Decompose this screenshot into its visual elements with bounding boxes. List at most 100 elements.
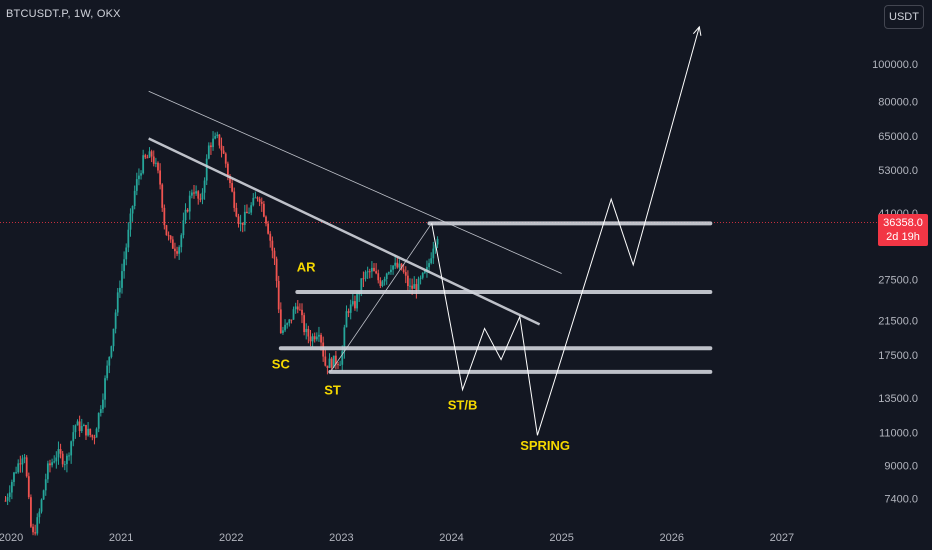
candle-body <box>165 225 168 236</box>
candle-body <box>91 434 94 438</box>
candle-body <box>15 472 17 474</box>
candle-body <box>32 526 34 533</box>
candle-body <box>195 191 198 194</box>
candle-body <box>262 203 265 217</box>
x-tick-label: 2025 <box>549 532 573 544</box>
y-tick-label: 13500.0 <box>878 393 918 405</box>
candle-body <box>99 409 102 414</box>
candle-body <box>23 457 26 459</box>
candle-body <box>169 235 172 240</box>
candle-body <box>44 479 47 491</box>
trendline <box>330 223 433 373</box>
candle-body <box>203 180 206 193</box>
candle-body <box>343 327 346 352</box>
candle-body <box>108 356 111 366</box>
x-tick-label: 2020 <box>0 532 23 544</box>
candle-body <box>400 263 403 270</box>
candle-body <box>19 463 22 465</box>
candle-body <box>133 190 136 207</box>
candle-body <box>413 284 416 289</box>
candle-body <box>233 191 236 208</box>
candle-body <box>229 175 231 184</box>
candle-body <box>199 198 202 200</box>
x-tick-label: 2027 <box>770 532 794 544</box>
candle-body <box>178 247 181 254</box>
candle-body <box>89 428 92 435</box>
candle-body <box>82 425 85 427</box>
candle-body <box>212 138 214 148</box>
candle-body <box>324 356 327 366</box>
candle-body <box>127 229 130 248</box>
candle-body <box>237 216 240 224</box>
price-axis: 100000.080000.065000.053000.041000.02750… <box>872 59 918 505</box>
candle-body <box>214 136 217 139</box>
candle-body <box>102 399 104 410</box>
candle-body <box>394 262 397 266</box>
candle-body <box>174 248 176 252</box>
candle-body <box>76 421 79 426</box>
candle-body <box>432 248 435 259</box>
candle-body <box>110 346 113 357</box>
candle-body <box>294 306 297 310</box>
candle-body <box>307 328 310 337</box>
candle-body <box>205 158 208 181</box>
candle-body <box>326 365 329 368</box>
candle-body <box>383 278 386 282</box>
candle-body <box>375 271 378 274</box>
candle-body <box>116 292 119 313</box>
projection-path <box>431 26 700 436</box>
trendline <box>148 90 562 274</box>
candle-body <box>309 336 312 342</box>
candle-body <box>207 145 210 159</box>
candle-body <box>328 358 331 368</box>
candle-body <box>320 334 322 343</box>
candle-body <box>146 157 149 159</box>
candle-body <box>298 309 301 311</box>
candle-body <box>417 278 420 291</box>
candle-body <box>349 304 352 313</box>
candle-body <box>176 251 178 254</box>
last-price-tag: 36358.0 2d 19h <box>878 214 928 246</box>
candle-body <box>34 532 37 534</box>
x-tick-label: 2021 <box>109 532 133 544</box>
candle-body <box>436 238 439 245</box>
candle-body <box>163 207 166 226</box>
candle-body <box>362 278 365 280</box>
candle-body <box>148 151 151 158</box>
candle-body <box>216 134 219 137</box>
candle-body <box>252 197 255 206</box>
candle-body <box>21 458 24 465</box>
candle-body <box>434 244 437 249</box>
candle-body <box>241 222 244 226</box>
candle-body <box>271 240 274 251</box>
candle-body <box>286 323 289 325</box>
candle-body <box>17 463 20 473</box>
wyckoff-annotations: AR SC ST ST/B SPRING <box>272 260 570 453</box>
candle-body <box>330 358 333 368</box>
x-tick-label: 2024 <box>439 532 463 544</box>
time-axis: 2020 2021 2022 2023 2024 2025 2026 2027 <box>0 532 794 544</box>
trendline <box>148 137 541 326</box>
candle-body <box>193 192 195 194</box>
candle-body <box>377 273 380 281</box>
candle-body <box>235 207 238 217</box>
candle-body <box>46 463 49 480</box>
candle-body <box>66 455 68 465</box>
support-resistance-levels <box>278 221 713 374</box>
candle-body <box>341 351 344 365</box>
trendlines-layer <box>148 90 562 373</box>
candle-body <box>218 134 221 146</box>
candle-body <box>243 211 246 226</box>
candle-body <box>385 273 388 279</box>
candle-body <box>351 301 354 305</box>
candle-body <box>8 492 11 498</box>
y-tick-label: 53000.0 <box>878 165 918 177</box>
candle-body <box>112 328 115 347</box>
candle-body <box>315 336 318 340</box>
y-tick-label: 27500.0 <box>878 274 918 286</box>
candle-body <box>269 233 272 241</box>
currency-button[interactable]: USDT <box>884 5 924 29</box>
candle-body <box>288 319 291 324</box>
candle-body <box>430 258 433 264</box>
